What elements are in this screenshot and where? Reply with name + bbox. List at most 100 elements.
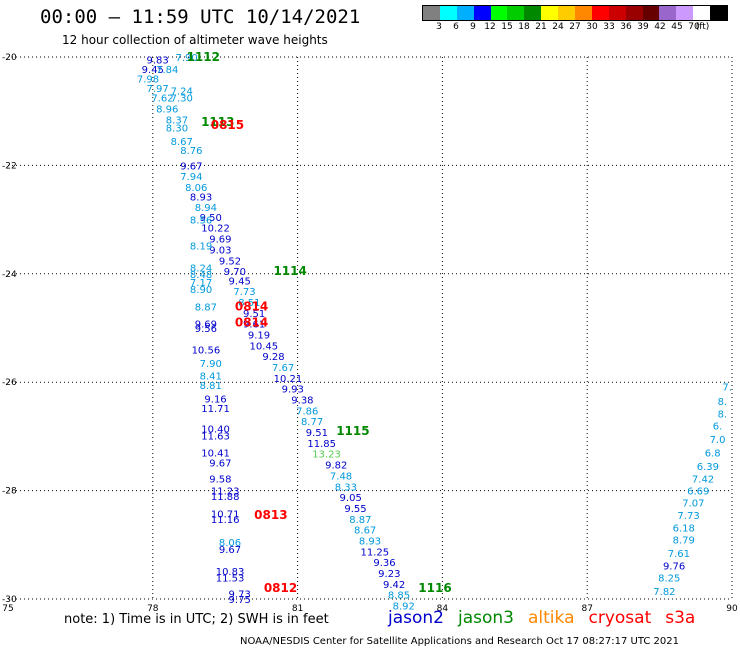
wave-height-label: 7. [722,383,732,394]
wave-height-label: 8.48 [190,270,212,281]
lat-tick-label: -24 [2,270,17,280]
wave-height-label: 9.58 [209,475,231,486]
color-swatch-2 [456,6,474,20]
wave-height-label: 13.23 [312,450,341,461]
color-scale-label: 70 [688,22,700,32]
wave-height-label: 8.85 [388,591,410,602]
color-scale-label: 3 [436,22,442,32]
wave-height-label: 9.05 [340,493,362,504]
page-title: 00:00 – 11:59 UTC 10/14/2021 [40,6,361,28]
wave-height-label: 7.30 [171,94,193,105]
color-swatch-5 [507,6,525,20]
wave-height-label: 7.86 [296,406,318,417]
wave-height-label: 9.50 [200,213,222,224]
wave-height-label: 7.62 [151,94,173,105]
pass-time-label: 1115 [336,424,369,438]
color-swatch-4 [490,6,508,20]
wave-height-label: 7.84 [156,65,178,76]
color-swatch-1 [439,6,457,20]
wave-height-label: 9.45 [142,65,164,76]
wave-height-label: 10.83 [216,567,245,578]
color-scale-label: 33 [603,22,615,32]
wave-height-label: 9.03 [209,245,231,256]
color-scale-label: 39 [637,22,649,32]
wave-height-label: 9.76 [663,561,685,572]
wave-height-label: 6.69 [687,487,709,498]
wave-height-label: 7.67 [272,363,294,374]
wave-height-label: 8.67 [171,137,193,148]
legend-entry-altika: altika [528,608,575,628]
wave-height-label: 7.90 [175,53,197,64]
wave-height-label: 7.94 [180,172,202,183]
wave-height-label: 9.51 [306,428,328,439]
color-swatch-13 [642,6,660,20]
pass-time-label: 0815 [211,118,244,132]
color-scale-label: 45 [671,22,683,32]
wave-height-label: 7.90 [200,359,222,370]
wave-height-label: 7.17 [190,278,212,289]
color-swatch-6 [524,6,542,20]
wave-height-label: 9.67 [209,458,231,469]
wave-height-label: 11.85 [307,439,336,450]
wave-height-label: 8.33 [335,482,357,493]
pass-time-label: 0814 [235,299,268,313]
color-swatch-7 [541,6,559,20]
satellite-legend: jason2 jason3 altika cryosat s3a [388,608,709,628]
wave-height-label: 8.06 [185,183,207,194]
color-scale-label: 30 [586,22,598,32]
wave-height-label: 9.69 [195,320,217,331]
pass-time-label: 1116 [418,581,451,595]
wave-height-label: 6.8 [705,449,721,460]
color-swatch-8 [558,6,576,20]
wave-height-label: 8.76 [180,146,202,157]
wave-height-label: 8.93 [190,192,212,203]
lon-tick-label: 78 [147,604,159,614]
wave-height-label: 9.70 [224,267,246,278]
wave-height-label: 8.51 [238,298,260,309]
wave-height-label: 11.53 [216,573,245,584]
color-swatch-12 [625,6,643,20]
wave-height-label: 7.24 [171,87,193,98]
wave-height-label: 10.21 [274,374,303,385]
color-swatch-3 [473,6,491,20]
wave-height-label: 9.93 [282,385,304,396]
wave-height-label: 11.23 [211,487,240,498]
wave-height-label: 8.79 [673,535,695,546]
wave-height-label: 9.83 [146,56,168,67]
wave-height-label: 9.16 [204,394,226,405]
wave-height-label: 9.55 [344,504,366,515]
lat-tick-label: -30 [2,595,17,605]
color-scale-label: (ft) [695,22,710,32]
color-swatch-11 [608,6,626,20]
wave-height-label: 8.92 [393,602,415,613]
lon-tick-label: 90 [726,604,738,614]
units-note: note: 1) Time is in UTC; 2) SWH is in fe… [64,612,329,627]
wave-height-label: 9.36 [373,558,395,569]
color-swatch-9 [575,6,592,20]
legend-entry-s3a: s3a [665,608,696,628]
wave-height-label: 9.75 [229,595,251,606]
color-scale-label: 36 [620,22,632,32]
lat-tick-label: -22 [2,161,17,171]
wave-height-label: 6.18 [673,523,695,534]
color-scale-label: 9 [470,22,476,32]
wave-height-label: 8.37 [166,115,188,126]
wave-height-label: 7.82 [653,587,675,598]
wave-height-label: 7.61 [668,549,690,560]
pass-time-label: 0814 [235,316,268,330]
pass-time-label: 0813 [254,508,287,522]
wave-height-label: 8.25 [658,573,680,584]
wave-height-label: 9.67 [219,545,241,556]
lat-tick-label: -26 [2,378,17,388]
wave-height-label: 11.88 [211,492,240,503]
lon-tick-label: 87 [581,604,592,614]
wave-height-label: 8.19 [190,242,212,253]
wave-height-label: 9.69 [209,235,231,246]
pass-time-label: 0812 [264,581,297,595]
lon-tick-label: 84 [437,604,449,614]
wave-height-label: 8.56 [190,216,212,227]
wave-height-label: 8.41 [200,372,222,383]
footer-credit: NOAA/NESDIS Center for Satellite Applica… [240,636,679,647]
wave-height-label: 8.94 [195,203,217,214]
